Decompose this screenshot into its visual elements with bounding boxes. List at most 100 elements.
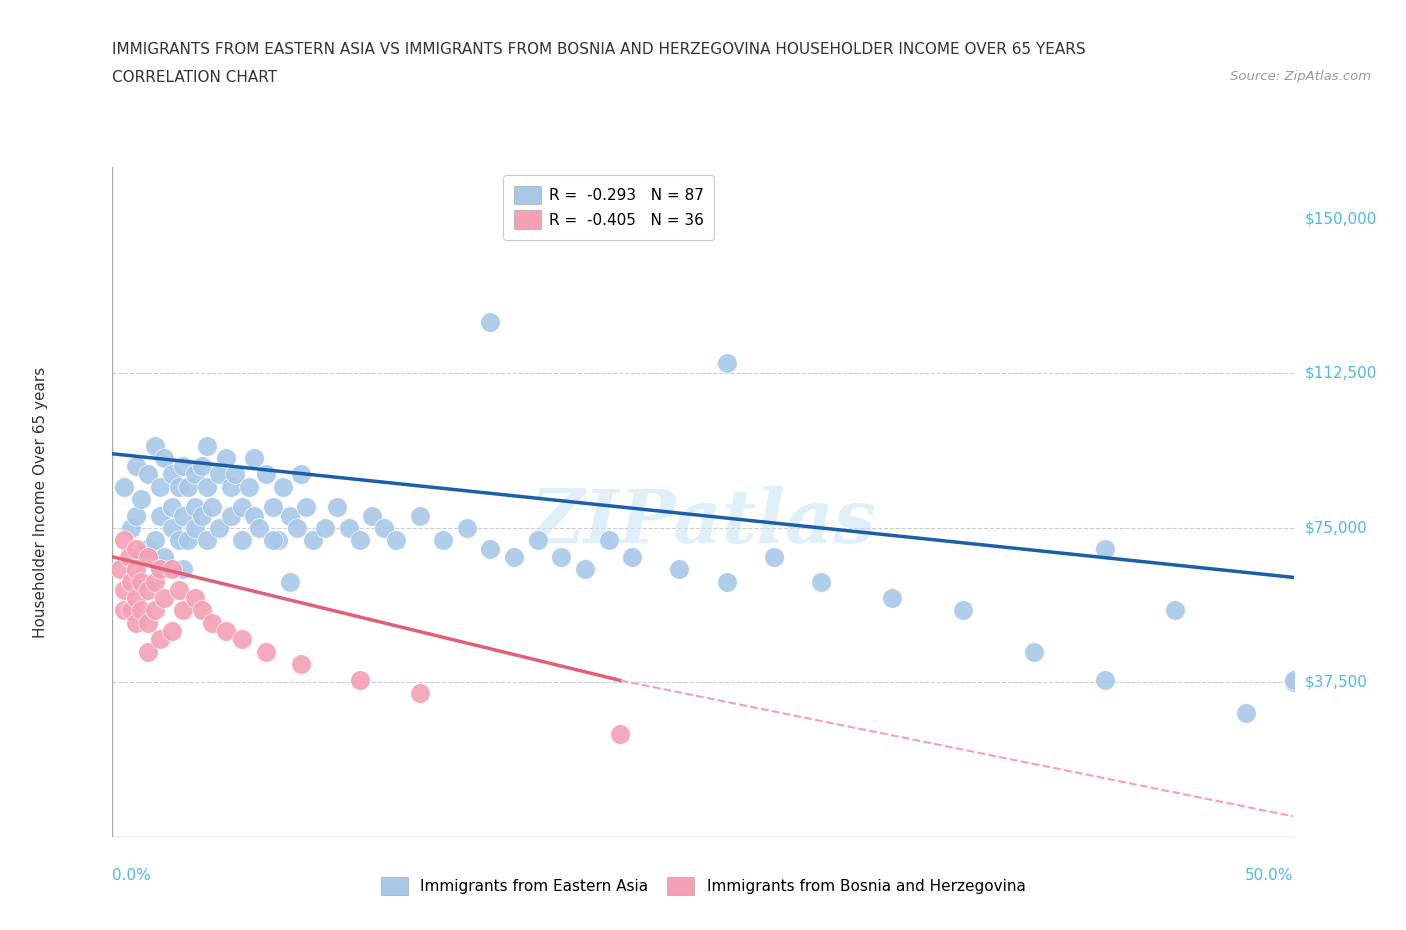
Point [195, 479, 218, 494]
Point [314, 521, 336, 536]
Legend: Immigrants from Eastern Asia, Immigrants from Bosnia and Herzegovina: Immigrants from Eastern Asia, Immigrants… [373, 870, 1033, 903]
Point [143, 533, 166, 548]
Point [136, 467, 159, 482]
Point [136, 550, 159, 565]
Point [231, 533, 253, 548]
Point [952, 603, 974, 618]
Point [136, 582, 159, 597]
Point [172, 508, 194, 523]
Point [195, 533, 218, 548]
Point [243, 450, 266, 465]
Point [231, 500, 253, 515]
Point [880, 591, 903, 605]
Point [208, 521, 231, 536]
Point [231, 631, 253, 646]
Point [143, 438, 166, 453]
Point [184, 500, 207, 515]
Point [373, 521, 395, 536]
Point [550, 550, 572, 565]
Point [191, 508, 214, 523]
Point [598, 533, 620, 548]
Text: $150,000: $150,000 [1305, 211, 1376, 226]
Point [149, 631, 172, 646]
Point [1094, 673, 1116, 688]
Point [349, 673, 371, 688]
Point [243, 508, 266, 523]
Point [668, 562, 690, 577]
Point [432, 533, 454, 548]
Point [408, 685, 430, 700]
Point [167, 582, 190, 597]
Point [153, 450, 176, 465]
Point [1282, 675, 1305, 690]
Point [191, 603, 214, 618]
Point [1282, 673, 1305, 688]
Point [184, 467, 207, 482]
Point [112, 533, 135, 548]
Text: IMMIGRANTS FROM EASTERN ASIA VS IMMIGRANTS FROM BOSNIA AND HERZEGOVINA HOUSEHOLD: IMMIGRANTS FROM EASTERN ASIA VS IMMIGRAN… [112, 42, 1085, 57]
Point [184, 591, 207, 605]
Point [295, 500, 318, 515]
Point [290, 657, 312, 671]
Point [172, 458, 194, 473]
Text: CORRELATION CHART: CORRELATION CHART [112, 70, 277, 85]
Point [167, 479, 190, 494]
Point [108, 562, 131, 577]
Point [1022, 644, 1045, 659]
Point [762, 550, 785, 565]
Text: $75,000: $75,000 [1305, 521, 1368, 536]
Point [120, 574, 142, 589]
Point [271, 479, 294, 494]
Point [125, 616, 148, 631]
Point [136, 541, 159, 556]
Point [238, 479, 260, 494]
Point [160, 562, 183, 577]
Text: ZIPatlas: ZIPatlas [530, 486, 876, 559]
Point [172, 603, 194, 618]
Point [574, 562, 596, 577]
Point [1164, 603, 1187, 618]
Point [503, 550, 526, 565]
Point [1234, 706, 1257, 721]
Point [120, 603, 142, 618]
Text: Source: ZipAtlas.com: Source: ZipAtlas.com [1230, 70, 1371, 83]
Point [153, 591, 176, 605]
Point [479, 541, 502, 556]
Text: 50.0%: 50.0% [1246, 868, 1294, 883]
Point [201, 616, 224, 631]
Point [716, 574, 738, 589]
Point [267, 533, 290, 548]
Text: $112,500: $112,500 [1305, 365, 1376, 381]
Point [153, 550, 176, 565]
Text: $37,500: $37,500 [1305, 675, 1368, 690]
Point [136, 644, 159, 659]
Point [262, 500, 284, 515]
Point [254, 644, 277, 659]
Point [201, 500, 224, 515]
Point [143, 603, 166, 618]
Point [167, 533, 190, 548]
Point [1094, 541, 1116, 556]
Point [219, 479, 242, 494]
Point [385, 533, 408, 548]
Point [129, 574, 152, 589]
Point [479, 314, 502, 329]
Point [184, 521, 207, 536]
Point [278, 508, 301, 523]
Point [129, 603, 152, 618]
Point [526, 533, 548, 548]
Point [177, 533, 200, 548]
Point [125, 458, 148, 473]
Point [208, 467, 231, 482]
Text: 0.0%: 0.0% [112, 868, 152, 883]
Point [177, 479, 200, 494]
Point [125, 541, 148, 556]
Point [716, 355, 738, 370]
Point [160, 467, 183, 482]
Point [290, 467, 312, 482]
Point [361, 508, 384, 523]
Point [215, 450, 238, 465]
Point [262, 533, 284, 548]
Point [337, 521, 360, 536]
Point [143, 574, 166, 589]
